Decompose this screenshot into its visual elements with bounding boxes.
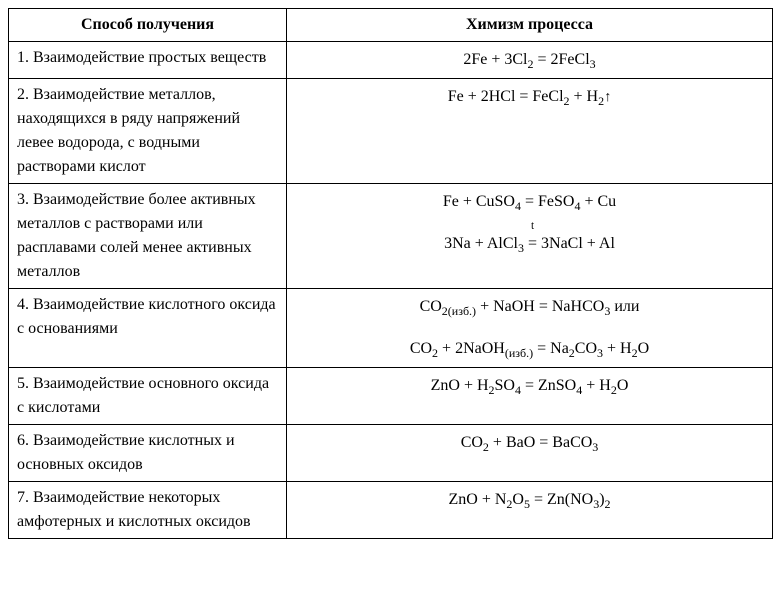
equation: CO2 + 2NaOH(изб.) = Na2CO3 + H2O (295, 337, 764, 361)
table-row: 6. Взаимодействие кислотных и основных о… (9, 425, 773, 482)
table-row: 5. Взаимодействие основного оксида с кис… (9, 368, 773, 425)
equation: Fe + 2HCl = FeCl2 + H2↑ (295, 85, 764, 109)
equation: ZnO + N2O5 = Zn(NO3)2 (295, 488, 764, 512)
table-row: 4. Взаимодействие кислотного оксида с ос… (9, 289, 773, 368)
method-cell: 3. Взаимодействие более активных металло… (9, 184, 287, 289)
equation-cell: Fe + CuSO4 = FeSO4 + Cu 3Na + AlCl3 t= 3… (287, 184, 773, 289)
equation: 3Na + AlCl3 t= 3NaCl + Al (295, 232, 764, 256)
equation: CO2 + BaO = BaCO3 (295, 431, 764, 455)
equation: 2Fe + 3Cl2 = 2FeCl3 (295, 48, 764, 72)
table-header-row: Способ получения Химизм процесса (9, 9, 773, 42)
equation: Fe + CuSO4 = FeSO4 + Cu (295, 190, 764, 214)
table-row: 3. Взаимодействие более активных металло… (9, 184, 773, 289)
equals-with-temp: t= (528, 232, 537, 256)
method-cell: 4. Взаимодействие кислотного оксида с ос… (9, 289, 287, 368)
equation-cell: Fe + 2HCl = FeCl2 + H2↑ (287, 79, 773, 184)
header-chemistry: Химизм процесса (287, 9, 773, 42)
method-cell: 6. Взаимодействие кислотных и основных о… (9, 425, 287, 482)
method-cell: 5. Взаимодействие основного оксида с кис… (9, 368, 287, 425)
method-cell: 7. Взаимодействие некоторых амфотерных и… (9, 482, 287, 539)
equation-cell: 2Fe + 3Cl2 = 2FeCl3 (287, 42, 773, 79)
equation-cell: ZnO + N2O5 = Zn(NO3)2 (287, 482, 773, 539)
table-row: 7. Взаимодействие некоторых амфотерных и… (9, 482, 773, 539)
method-cell: 1. Взаимодействие простых веществ (9, 42, 287, 79)
table-row: 1. Взаимодействие простых веществ 2Fe + … (9, 42, 773, 79)
equation: ZnO + H2SO4 = ZnSO4 + H2O (295, 374, 764, 398)
method-cell: 2. Взаимодействие металлов, находящихся … (9, 79, 287, 184)
header-method: Способ получения (9, 9, 287, 42)
table-row: 2. Взаимодействие металлов, находящихся … (9, 79, 773, 184)
equation-cell: CO2(изб.) + NaOH = NaHCO3 или CO2 + 2NaO… (287, 289, 773, 368)
equation: CO2(изб.) + NaOH = NaHCO3 или (295, 295, 764, 319)
spacer (295, 321, 764, 335)
chemistry-table: Способ получения Химизм процесса 1. Взаи… (8, 8, 773, 539)
equation-cell: CO2 + BaO = BaCO3 (287, 425, 773, 482)
spacer (295, 216, 764, 230)
equation-cell: ZnO + H2SO4 = ZnSO4 + H2O (287, 368, 773, 425)
